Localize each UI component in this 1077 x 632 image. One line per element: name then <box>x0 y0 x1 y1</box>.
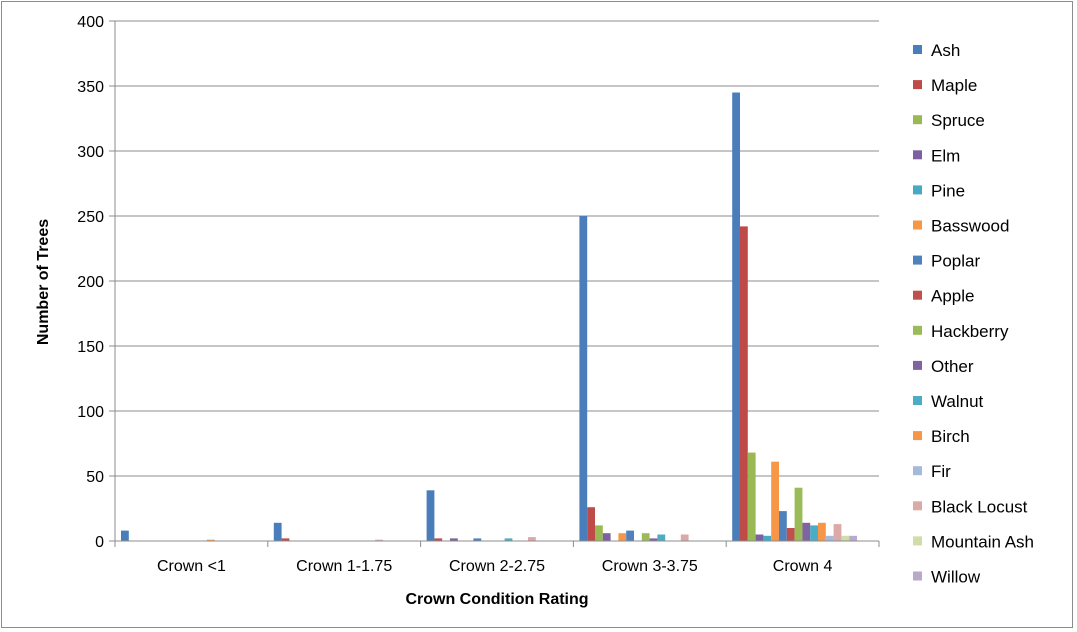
bar <box>802 522 811 541</box>
legend-swatch <box>913 290 922 300</box>
legend-label: Birch <box>931 427 970 446</box>
legend-swatch <box>913 431 922 441</box>
y-tick-label: 0 <box>95 534 104 551</box>
bar <box>740 226 748 541</box>
bar <box>426 490 435 541</box>
x-tick-label: Crown 2-2.75 <box>449 558 545 575</box>
legend-swatch <box>913 150 922 160</box>
bar <box>602 533 611 541</box>
y-axis-title: Number of Trees <box>35 219 52 345</box>
bar <box>434 538 443 541</box>
y-tick-label: 250 <box>77 209 104 226</box>
bar <box>450 538 458 541</box>
bar <box>649 538 658 541</box>
legend-swatch <box>913 255 922 265</box>
legend-label: Fir <box>931 462 951 481</box>
y-tick-label: 150 <box>77 339 104 356</box>
bar <box>641 533 650 541</box>
legend-label: Elm <box>931 146 960 165</box>
legend-swatch <box>913 501 922 511</box>
bar <box>618 533 627 541</box>
bar <box>657 534 666 541</box>
legend-label: Apple <box>931 287 974 306</box>
x-axis-title: Crown Condition Rating <box>405 591 588 608</box>
legend-label: Mountain Ash <box>931 532 1034 551</box>
bar <box>587 507 595 541</box>
x-tick-label: Crown 3-3.75 <box>602 558 698 575</box>
legend-label: Basswood <box>931 217 1009 236</box>
bar <box>786 528 795 541</box>
x-tick-label: Crown <1 <box>157 558 226 575</box>
bar <box>818 522 826 541</box>
x-tick-label: Crown 4 <box>773 558 833 575</box>
legend-label: Poplar <box>931 252 980 271</box>
axes <box>114 21 880 547</box>
legend-label: Walnut <box>931 392 984 411</box>
legend-label: Ash <box>931 41 960 60</box>
bar <box>528 537 536 541</box>
bar <box>825 535 834 541</box>
legend-swatch <box>913 80 922 90</box>
bar <box>273 522 282 541</box>
legend-swatch <box>913 360 922 370</box>
bar <box>779 511 787 541</box>
bar <box>281 538 290 541</box>
bar <box>747 452 756 541</box>
bar <box>849 535 857 541</box>
y-axis-ticks: 0 50 100 150 200 250 300 350 400 <box>77 14 104 551</box>
bar <box>771 461 779 541</box>
legend-swatch <box>913 185 922 195</box>
bar <box>755 534 764 541</box>
legend-swatch <box>913 325 922 335</box>
bar <box>473 538 482 541</box>
bar <box>794 487 803 541</box>
bar <box>833 524 842 541</box>
legend-swatch <box>913 571 922 581</box>
x-tick-label: Crown 1-1.75 <box>296 558 392 575</box>
bar <box>810 525 818 541</box>
bar <box>841 535 850 541</box>
y-tick-label: 400 <box>77 14 104 31</box>
legend-label: Pine <box>931 181 965 200</box>
legend-swatch <box>913 115 922 125</box>
legend-label: Maple <box>931 76 977 95</box>
legend-label: Other <box>931 357 974 376</box>
legend-swatch <box>913 220 922 230</box>
bar <box>579 216 588 541</box>
bar <box>595 525 603 541</box>
legend-swatch <box>913 396 922 405</box>
bar <box>732 92 740 541</box>
y-tick-label: 200 <box>77 274 104 291</box>
legend-label: Willow <box>931 568 981 587</box>
legend-swatch <box>913 466 922 476</box>
y-tick-label: 50 <box>86 469 104 486</box>
bar <box>121 530 129 541</box>
gridlines <box>109 20 879 542</box>
bars <box>121 92 857 541</box>
legend: Ash Maple Spruce Elm Pine Basswood Poplar Apple… <box>913 41 1034 587</box>
bar <box>626 530 634 541</box>
bar <box>504 538 513 541</box>
legend-label: Spruce <box>931 111 985 130</box>
y-tick-label: 350 <box>77 79 104 96</box>
bar <box>680 534 689 541</box>
bar <box>206 539 215 541</box>
y-tick-label: 100 <box>77 404 104 421</box>
legend-label: Black Locust <box>931 497 1028 516</box>
y-tick-label: 300 <box>77 144 104 161</box>
bar <box>763 535 772 541</box>
x-axis-ticks: Crown <1 Crown 1-1.75 Crown 2-2.75 Crown 3-… <box>157 558 833 575</box>
bar <box>375 539 383 541</box>
legend-swatch <box>913 45 922 54</box>
legend-label: Hackberry <box>931 322 1009 341</box>
legend-swatch <box>913 536 922 546</box>
